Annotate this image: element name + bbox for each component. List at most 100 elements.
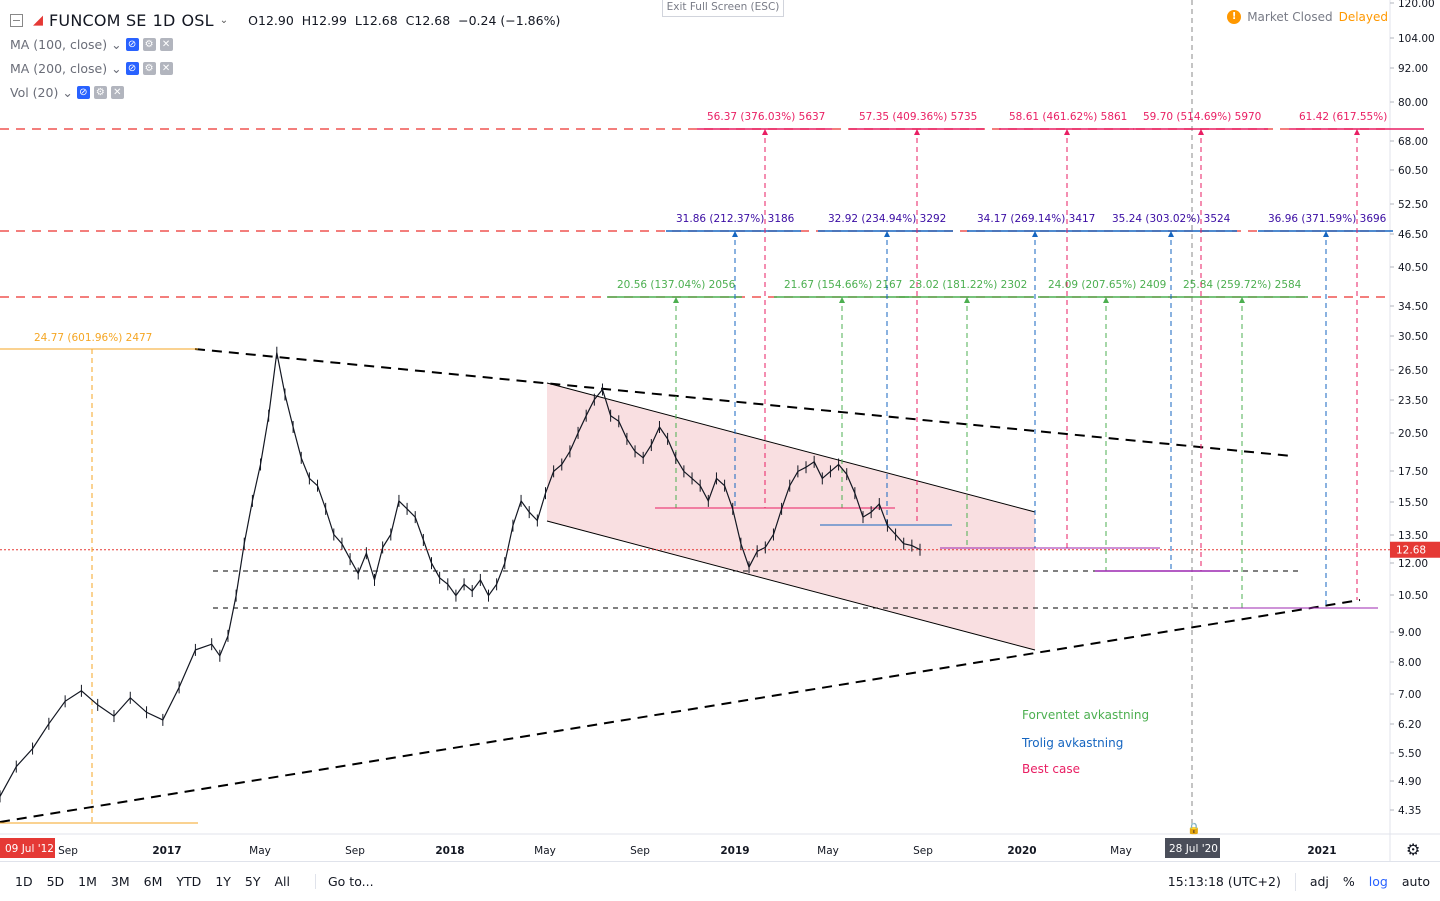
target-arrowhead	[732, 231, 738, 237]
x-tick-label: 28 Jul '20	[1169, 843, 1218, 855]
warning-icon: !	[1227, 10, 1242, 24]
target-label: 34.17 (269.14%) 3417	[977, 213, 1095, 225]
target-arrowhead	[839, 297, 845, 303]
indicator-label: MA (100, close)	[10, 36, 108, 52]
low-value: 12.68	[361, 12, 398, 28]
channel-bottom-line	[546, 520, 1036, 651]
percent-toggle[interactable]: %	[1342, 874, 1355, 889]
gear-icon[interactable]: ⚙	[142, 61, 156, 75]
y-tick-label: 80.00	[1398, 97, 1428, 109]
x-tick-label: 09 Jul '12	[5, 843, 54, 855]
target-label: 35.24 (303.02%) 3524	[1112, 213, 1231, 225]
market-status: ! Market Closed Delayed	[1227, 10, 1388, 24]
log-toggle[interactable]: log	[1368, 874, 1388, 889]
visibility-icon[interactable]: ⊘	[125, 37, 139, 51]
chart-legend: ◢ FUNCOM SE 1D OSL ⌄ O12.90 H12.99 L12.6…	[10, 8, 560, 104]
market-closed-label: Market Closed	[1247, 10, 1333, 24]
chevron-down-icon[interactable]: ⌄	[111, 36, 122, 52]
close-icon[interactable]: ✕	[159, 61, 173, 75]
y-tick-label: 4.35	[1398, 805, 1421, 817]
target-arrowhead	[1323, 231, 1329, 237]
x-tick-label: 2020	[1007, 845, 1036, 857]
y-tick-label: 6.20	[1398, 719, 1421, 731]
indicator-ma200[interactable]: MA (200, close) ⌄ ⊘ ⚙ ✕	[10, 56, 560, 80]
visibility-icon[interactable]: ⊘	[125, 61, 139, 75]
y-tick-label: 40.50	[1398, 262, 1428, 274]
x-tick-label: Sep	[58, 845, 78, 857]
indicator-ma100[interactable]: MA (100, close) ⌄ ⊘ ⚙ ✕	[10, 32, 560, 56]
y-tick-label: 9.00	[1398, 627, 1421, 639]
target-arrowhead	[884, 231, 890, 237]
gear-icon[interactable]: ⚙	[142, 37, 156, 51]
y-tick-label: 7.00	[1398, 689, 1421, 701]
chevron-down-icon[interactable]: ⌄	[111, 60, 122, 76]
goto-button[interactable]: Go to...	[315, 874, 374, 889]
current-price-label: 12.68	[1396, 545, 1426, 557]
ohlc-values: O12.90 H12.99 L12.68 C12.68 −0.24 (−1.86…	[248, 12, 561, 28]
target-arrowhead	[1239, 297, 1245, 303]
range-6m[interactable]: 6M	[143, 874, 163, 889]
clock-readout[interactable]: 15:13:18 (UTC+2)	[1167, 874, 1281, 889]
indicator-volume[interactable]: Vol (20) ⌄ ⊘ ⚙ ✕	[10, 80, 560, 104]
target-arrowhead	[1198, 129, 1204, 135]
range-1y[interactable]: 1Y	[215, 874, 231, 889]
close-icon[interactable]: ✕	[110, 85, 124, 99]
current-price-badge	[1390, 541, 1440, 558]
gear-icon[interactable]: ⚙	[93, 85, 107, 99]
y-tick-label: 13.50	[1398, 530, 1428, 542]
collapse-icon[interactable]	[10, 13, 23, 27]
y-tick-label: 5.50	[1398, 748, 1421, 760]
adj-toggle[interactable]: adj	[1309, 874, 1329, 889]
interval-label[interactable]: 1D	[152, 10, 176, 30]
target-label: 24.09 (207.65%) 2409	[1048, 279, 1166, 291]
exit-fullscreen-button[interactable]: Exit Full Screen (ESC)	[662, 0, 784, 17]
descending-channel	[547, 383, 1035, 650]
y-tick-label: 60.50	[1398, 165, 1428, 177]
lock-icon: 🔒	[1187, 822, 1201, 835]
y-tick-label: 23.50	[1398, 395, 1428, 407]
range-1d[interactable]: 1D	[15, 874, 33, 889]
y-tick-label: 20.50	[1398, 428, 1428, 440]
y-tick-label: 30.50	[1398, 331, 1428, 343]
open-value: 12.90	[258, 12, 294, 28]
y-tick-label: 68.00	[1398, 136, 1428, 148]
target-label: 61.42 (617.55%)	[1299, 111, 1387, 123]
y-tick-label: 52.50	[1398, 199, 1428, 211]
x-cursor-badge	[1165, 838, 1220, 858]
y-tick-label: 8.00	[1398, 657, 1421, 669]
range-3m[interactable]: 3M	[110, 874, 130, 889]
x-tick-label: Sep	[630, 845, 650, 857]
exchange-label[interactable]: OSL	[181, 10, 214, 30]
target-label: 32.92 (234.94%) 3292	[828, 213, 946, 225]
target-arrowhead	[673, 297, 679, 303]
target-arrowhead	[1032, 231, 1038, 237]
target-label: 20.56 (137.04%) 2056	[617, 279, 736, 291]
target-label: 36.96 (371.59%) 3696	[1268, 213, 1387, 225]
x-tick-label: 2019	[720, 845, 749, 857]
target-label: 58.61 (461.62%) 5861	[1009, 111, 1127, 123]
y-tick-label: 34.50	[1398, 301, 1428, 313]
range-1m[interactable]: 1M	[78, 874, 97, 889]
visibility-icon[interactable]: ⊘	[76, 85, 90, 99]
range-5y[interactable]: 5Y	[244, 874, 261, 889]
indicator-label: MA (200, close)	[10, 60, 108, 76]
gear-icon[interactable]: ⚙	[1406, 840, 1420, 859]
symbol-name[interactable]: FUNCOM SE	[49, 10, 147, 30]
auto-toggle[interactable]: auto	[1401, 874, 1430, 889]
x-tick-label: 2018	[435, 845, 464, 857]
y-tick-label: 120.00	[1398, 0, 1435, 10]
exchange-flag-icon: ◢	[33, 12, 43, 28]
close-icon[interactable]: ✕	[159, 37, 173, 51]
y-tick-label: 46.50	[1398, 229, 1428, 241]
indicator-label: Vol (20)	[10, 84, 59, 100]
y-tick-label: 10.50	[1398, 590, 1428, 602]
target-arrowhead	[914, 129, 920, 135]
target-label: 25.84 (259.72%) 2584	[1183, 279, 1302, 291]
range-ytd[interactable]: YTD	[176, 874, 202, 889]
chevron-down-icon[interactable]: ⌄	[62, 84, 73, 100]
chevron-down-icon[interactable]: ⌄	[219, 14, 229, 26]
range-all[interactable]: All	[274, 874, 291, 889]
target-arrowhead	[1064, 129, 1070, 135]
range-5d[interactable]: 5D	[46, 874, 65, 889]
